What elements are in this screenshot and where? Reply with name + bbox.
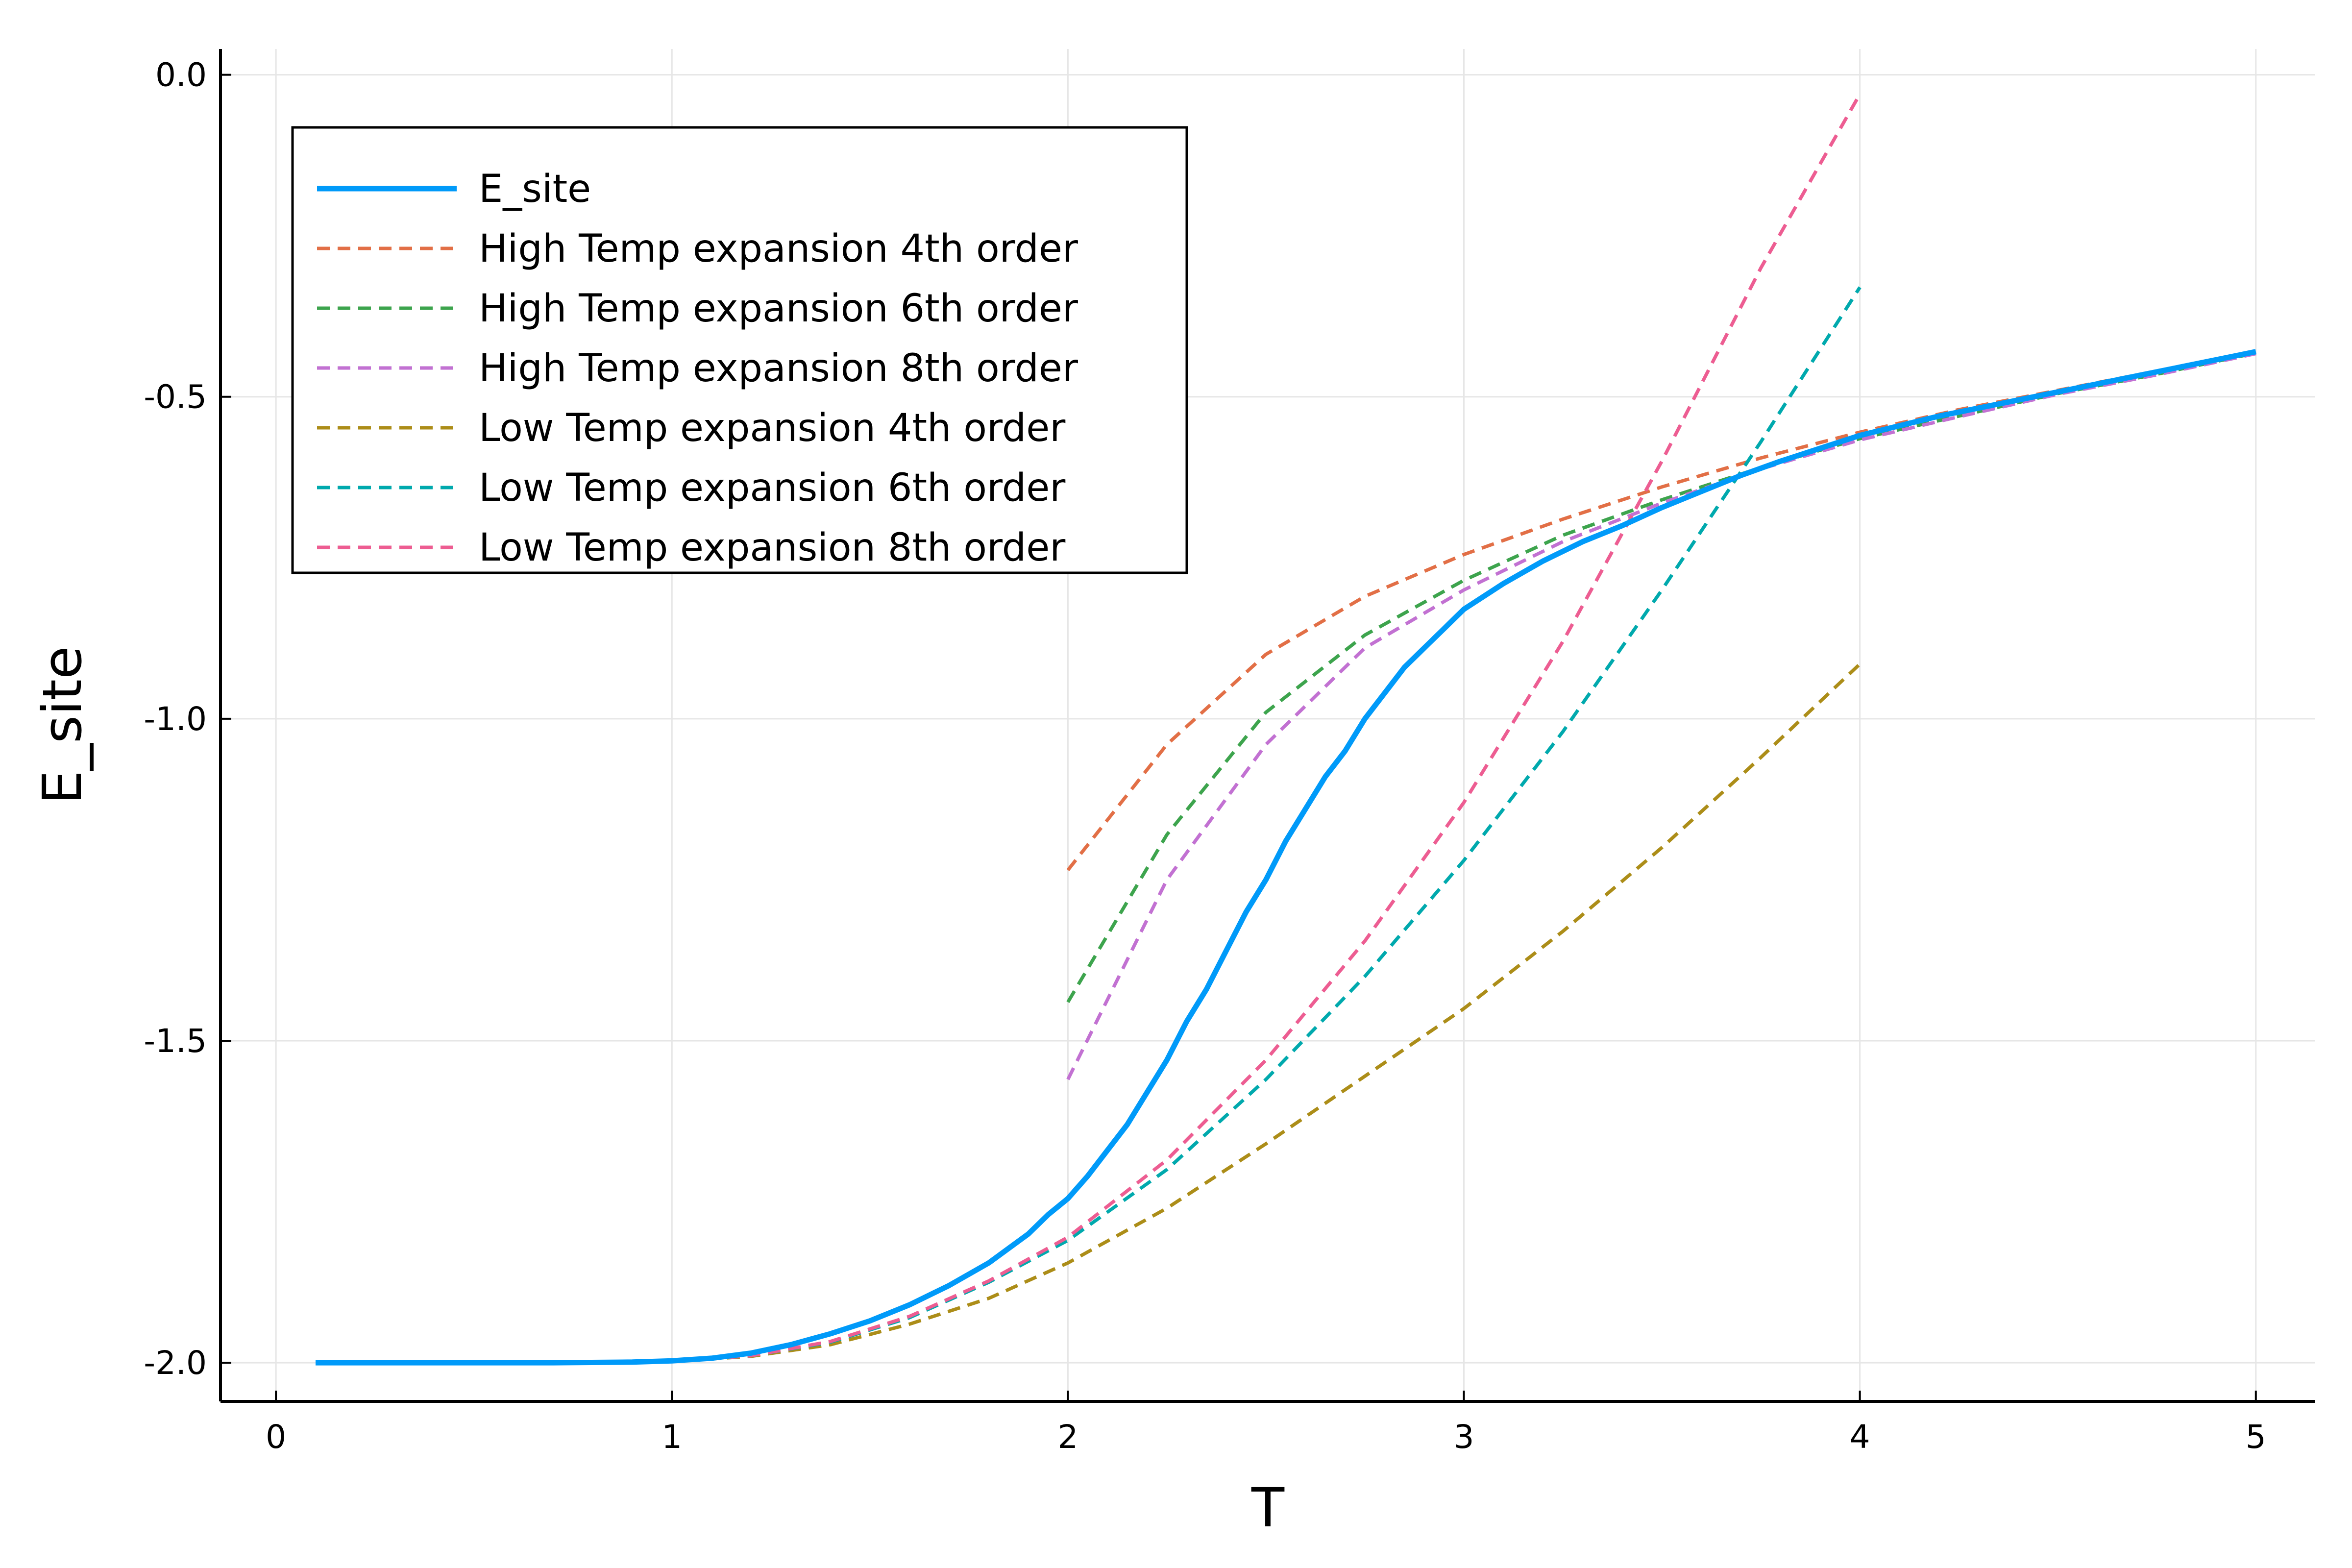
x-tick-label-5: 5 <box>2246 1418 2266 1456</box>
y-tick-label-0: -2.0 <box>144 1344 207 1382</box>
legend-box <box>291 126 1188 574</box>
x-tick-label-4: 4 <box>1850 1418 1870 1456</box>
series-group <box>316 93 2256 1366</box>
y-tick-label-4: 0.0 <box>155 56 207 94</box>
legend-entry-1: High Temp expansion 4th order <box>479 227 1078 271</box>
x-axis-label: T <box>1251 1476 1285 1539</box>
y-tick-label-3: -0.5 <box>144 378 207 416</box>
y-tick-label-2: -1.0 <box>144 700 207 738</box>
x-tick-label-0: 0 <box>266 1418 286 1456</box>
tick-labels: 0 1 2 3 4 5 -2.0 -1.5 -1.0 -0.5 0.0 <box>144 56 2266 1456</box>
x-tick-label-2: 2 <box>1057 1418 1078 1456</box>
axes <box>219 49 2315 1403</box>
series-line-0 <box>316 349 2256 1366</box>
x-tick-label-3: 3 <box>1454 1418 1474 1456</box>
legend-entry-5: Low Temp expansion 6th order <box>479 466 1066 510</box>
y-axis-label: E_site <box>31 646 94 804</box>
legend-entry-4: Low Temp expansion 4th order <box>479 406 1066 450</box>
legend-entry-3: High Temp expansion 8th order <box>479 346 1078 391</box>
x-tick-label-1: 1 <box>662 1418 682 1456</box>
legend-entry-2: High Temp expansion 6th order <box>479 287 1078 331</box>
legend: E_site High Temp expansion 4th order High … <box>291 126 1188 574</box>
y-tick-label-1: -1.5 <box>144 1022 207 1060</box>
legend-entry-6: Low Temp expansion 8th order <box>479 526 1066 570</box>
legend-entry-0: E_site <box>479 167 591 211</box>
